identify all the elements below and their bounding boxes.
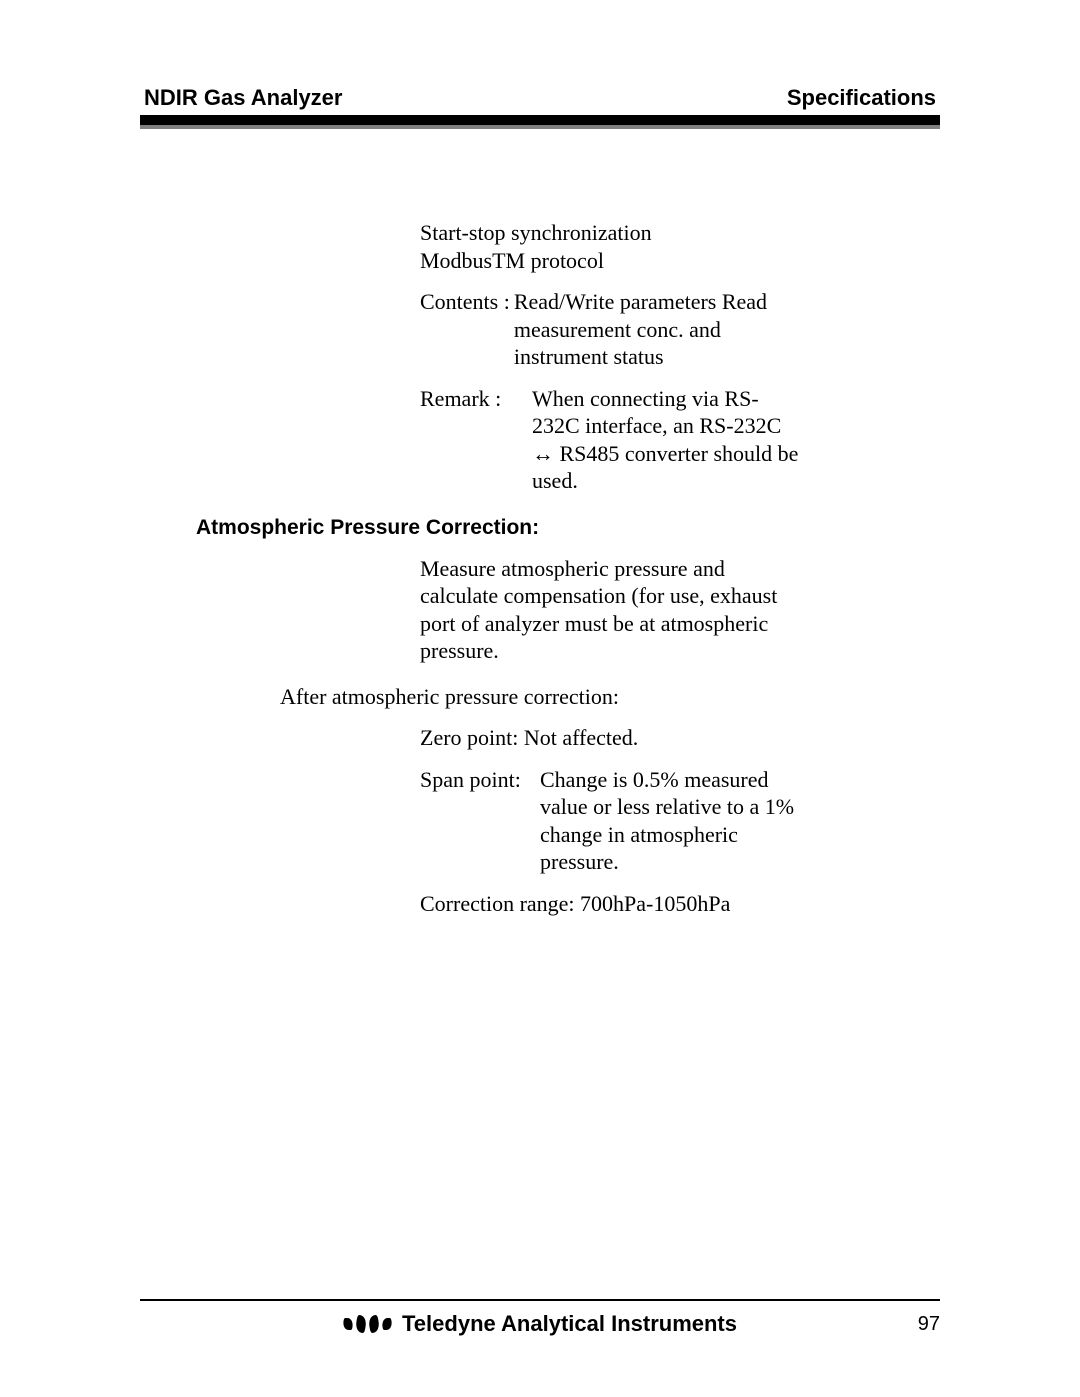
remark-label: Remark : <box>420 385 532 495</box>
remark-row: Remark : When connecting via RS-232C int… <box>420 385 800 495</box>
section-heading: Atmospheric Pressure Correction: <box>196 515 940 541</box>
contents-row: Contents : Read/Write parameters Read me… <box>420 288 800 371</box>
zero-point: Zero point: Not affected. <box>420 724 800 752</box>
remark-body: When connecting via RS-232C interface, a… <box>532 385 800 495</box>
page-number: 97 <box>918 1313 940 1336</box>
span-point-row: Span point: Change is 0.5% measured valu… <box>420 766 800 876</box>
footer-line: Teledyne Analytical Instruments 97 <box>140 1311 940 1337</box>
contents-label: Contents : <box>420 288 514 371</box>
after-correction-line: After atmospheric pressure correction: <box>280 683 800 711</box>
document-page: NDIR Gas Analyzer Specifications Start-s… <box>0 0 1080 1397</box>
teledyne-logo-icon <box>343 1315 392 1333</box>
protocol-line-2: ModbusTM protocol <box>420 247 800 275</box>
header-left: NDIR Gas Analyzer <box>144 85 342 111</box>
footer-rule <box>140 1299 940 1301</box>
span-label: Span point: <box>420 766 540 876</box>
header-bar-shadow <box>140 125 940 129</box>
correction-range: Correction range: 700hPa-1050hPa <box>420 890 800 918</box>
page-footer: Teledyne Analytical Instruments 97 <box>140 1299 940 1337</box>
footer-company: Teledyne Analytical Instruments <box>402 1311 737 1337</box>
header-bar <box>140 115 940 125</box>
span-body: Change is 0.5% measured value or less re… <box>540 766 800 876</box>
header-right: Specifications <box>787 85 936 111</box>
protocol-line-1: Start-stop synchronization <box>420 219 800 247</box>
body-content: Start-stop synchronization ModbusTM prot… <box>140 219 940 917</box>
section-description: Measure atmospheric pressure and calcula… <box>420 555 800 665</box>
contents-body: Read/Write parameters Read measurement c… <box>514 288 800 371</box>
page-header: NDIR Gas Analyzer Specifications <box>140 85 940 115</box>
